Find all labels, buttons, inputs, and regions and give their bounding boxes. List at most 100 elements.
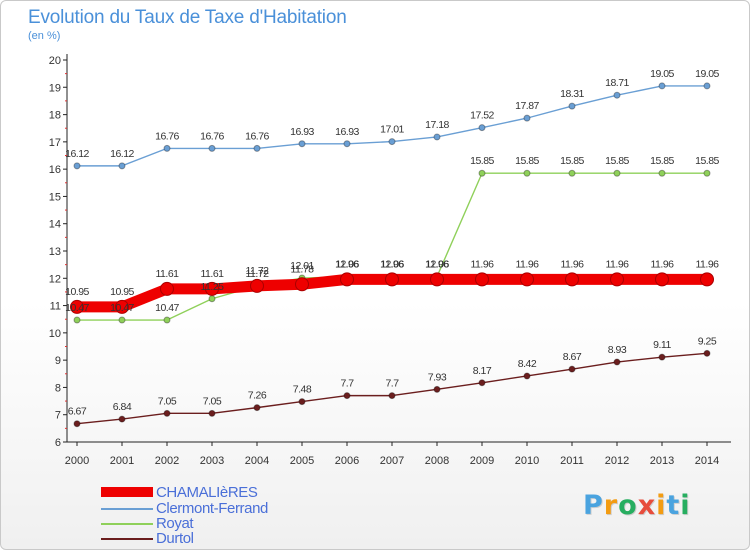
data-point	[118, 415, 126, 423]
x-tick-label: 2000	[65, 455, 89, 467]
data-label: 11.96	[561, 258, 585, 270]
data-point	[298, 140, 306, 148]
data-point	[478, 169, 486, 177]
data-point	[385, 272, 399, 287]
data-label: 18.31	[560, 88, 584, 100]
y-tick-label: 20	[49, 55, 61, 67]
data-label: 11.96	[426, 258, 450, 270]
data-point	[295, 277, 309, 292]
x-tick-label: 2004	[245, 455, 269, 467]
data-point	[73, 162, 81, 170]
data-point	[115, 299, 129, 314]
data-point	[388, 392, 396, 400]
data-point	[208, 295, 216, 303]
data-label: 11.96	[336, 258, 360, 270]
x-tick-label: 2006	[335, 455, 359, 467]
data-label: 9.25	[698, 335, 717, 347]
x-tick-label: 2011	[560, 455, 584, 467]
data-label: 15.85	[605, 155, 629, 167]
data-label: 15.85	[650, 155, 674, 167]
data-point	[163, 409, 171, 417]
data-point	[700, 272, 714, 287]
data-label: 19.05	[650, 68, 674, 80]
data-label: 11.61	[201, 268, 225, 280]
data-label: 11.25	[201, 281, 225, 293]
legend-label: Clermont-Ferrand	[156, 500, 268, 517]
data-point	[523, 114, 531, 122]
x-tick-label: 2014	[695, 455, 719, 467]
data-label: 8.42	[518, 358, 537, 370]
data-label: 16.93	[335, 126, 359, 138]
data-label: 15.85	[695, 155, 719, 167]
y-tick-label: 7	[55, 410, 61, 422]
data-label: 7.05	[203, 395, 222, 407]
data-label: 17.87	[515, 100, 539, 112]
data-label: 10.95	[110, 286, 134, 298]
y-tick-label: 16	[49, 164, 61, 176]
x-tick-label: 2005	[290, 455, 314, 467]
data-point	[73, 420, 81, 428]
data-point	[613, 91, 621, 99]
x-tick-label: 2009	[470, 455, 494, 467]
data-label: 11.96	[471, 258, 495, 270]
data-point	[163, 144, 171, 152]
data-label: 17.52	[470, 110, 494, 122]
legend-swatch	[101, 508, 153, 510]
data-label: 11.61	[156, 268, 180, 280]
data-point	[388, 138, 396, 146]
data-point	[703, 349, 711, 357]
legend-label: Royat	[156, 515, 194, 532]
data-point	[118, 316, 126, 324]
data-point	[703, 169, 711, 177]
data-point	[118, 162, 126, 170]
data-point	[433, 133, 441, 141]
data-label: 16.12	[65, 148, 89, 160]
data-point	[253, 404, 261, 412]
data-label: 6.84	[113, 401, 132, 413]
data-point	[160, 281, 174, 296]
data-point	[655, 272, 669, 287]
data-label: 11.72	[246, 265, 270, 277]
data-label: 10.47	[65, 302, 89, 314]
data-label: 11.96	[651, 258, 675, 270]
data-point	[343, 392, 351, 400]
data-label: 6.67	[68, 406, 87, 418]
data-point	[73, 316, 81, 324]
data-point	[520, 272, 534, 287]
data-point	[343, 140, 351, 148]
data-point	[478, 379, 486, 387]
data-label: 11.96	[696, 258, 720, 270]
data-point	[658, 82, 666, 90]
data-point	[568, 169, 576, 177]
data-label: 17.01	[380, 124, 404, 136]
series-line-royat	[77, 172, 707, 321]
data-point	[610, 272, 624, 287]
data-point	[613, 169, 621, 177]
y-tick-label: 8	[55, 382, 61, 394]
data-point	[658, 169, 666, 177]
data-point	[208, 144, 216, 152]
x-tick-label: 2007	[380, 455, 404, 467]
data-label: 16.76	[200, 130, 224, 142]
data-label: 8.67	[563, 351, 582, 363]
data-point	[298, 398, 306, 406]
data-point	[613, 358, 621, 366]
data-point	[250, 278, 264, 293]
data-label: 19.05	[695, 68, 719, 80]
data-label: 8.93	[608, 344, 627, 356]
legend-swatch	[101, 487, 153, 497]
data-point	[475, 272, 489, 287]
data-label: 16.76	[155, 130, 179, 142]
data-point	[658, 353, 666, 361]
data-point	[568, 365, 576, 373]
chart-title: Evolution du Taux de Taxe d'Habitation	[28, 7, 347, 28]
data-label: 15.85	[560, 155, 584, 167]
data-point	[565, 272, 579, 287]
data-label: 11.96	[381, 258, 405, 270]
data-label: 16.93	[290, 126, 314, 138]
x-tick-label: 2002	[155, 455, 179, 467]
data-label: 12.06	[425, 259, 449, 271]
data-label: 16.12	[110, 148, 134, 160]
